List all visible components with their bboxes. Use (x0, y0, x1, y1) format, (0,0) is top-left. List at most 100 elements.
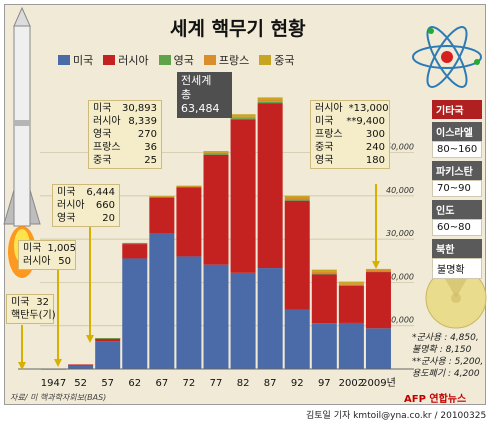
x-tick-label: 2002 (339, 378, 364, 389)
legend-swatch (103, 55, 116, 65)
callout-row: 러시아 8,339 (93, 115, 157, 128)
bar-segment (284, 309, 310, 369)
rocket-icon (3, 6, 41, 278)
callout-country: 러시아 (23, 256, 51, 267)
footnote-1a: *군사용 : 4,850, (412, 333, 479, 343)
callout-country: 미국 (315, 116, 334, 127)
y-tick-label: 10,000 (386, 316, 414, 325)
callout-value: 240 (365, 142, 385, 153)
callout-country: 미국 (57, 187, 76, 198)
x-tick-label: 77 (210, 378, 223, 389)
other-country-india: 인도 60~80 (432, 200, 482, 236)
callout-1967: 미국 30,893 러시아 8,339 영국 270 프랑스 36 중국 25 (88, 100, 162, 169)
bar-segment (311, 273, 337, 275)
callout-country: 중국 (93, 155, 112, 166)
bar-segment (176, 256, 202, 369)
legend-item: 영국 (158, 52, 194, 68)
callout-country: 러시아 (93, 116, 121, 127)
callout-row: 러시아 50 (23, 255, 71, 268)
bar-segment (203, 153, 229, 155)
x-tick-label: 97 (318, 378, 331, 389)
legend-item: 프랑스 (203, 52, 250, 68)
agency-logo: AFP 연합뉴스 (404, 394, 467, 405)
bar-segment (311, 271, 337, 274)
bar-segment (257, 101, 283, 104)
x-tick-label: 67 (155, 378, 168, 389)
bar-segment (230, 116, 256, 119)
legend-label: 미국 (73, 54, 94, 67)
bar-segment (230, 114, 256, 117)
other-countries-panel: 기타국 이스라엘 80~160 파키스탄 70~90 인도 60~80 북한 불… (432, 100, 482, 279)
legend-swatch (203, 55, 216, 65)
bar-segment (338, 283, 364, 285)
callout-value: **9,400 (346, 116, 385, 127)
x-tick-label: 62 (128, 378, 141, 389)
bar-segment (284, 200, 310, 310)
callout-country: 영국 (93, 129, 112, 140)
bar-segment (203, 154, 229, 265)
callout-row: 미국 6,444 (57, 186, 115, 199)
callout-row: 러시아 660 (57, 199, 115, 212)
other-country-israel: 이스라엘 80~160 (432, 122, 482, 158)
callout-country: 러시아 (57, 200, 85, 211)
callout-value: 180 (365, 155, 385, 166)
legend-label: 러시아 (118, 54, 149, 67)
callout-1952: 미국 1,005 러시아 50 (18, 240, 76, 270)
bar-segment (95, 341, 121, 369)
bar-segment (149, 197, 175, 234)
x-tick-label: 82 (237, 378, 250, 389)
callout-value: 25 (144, 155, 157, 166)
bar-segment (365, 328, 391, 369)
other-country-name: 인도 (432, 200, 482, 219)
y-tick-label: 30,000 (386, 229, 414, 238)
bar-segment (122, 258, 148, 369)
callout-row: 핵탄두(기) (11, 309, 56, 322)
bar-segment (365, 268, 391, 270)
other-country-name: 이스라엘 (432, 122, 482, 141)
callout-arrows (18, 184, 380, 370)
bar-segment (365, 272, 391, 329)
bar-segment (311, 269, 337, 272)
callout-row: 러시아 *13,000 (315, 102, 389, 115)
bar-segment (338, 281, 364, 284)
legend-item: 러시아 (103, 52, 149, 68)
callout-country: 중국 (315, 142, 334, 153)
y-tick-labels: 10,000 20,000 30,000 40,000 50,000 (386, 143, 414, 325)
bar-segment (284, 195, 310, 198)
callout-country: 영국 (315, 155, 334, 166)
legend-label: 프랑스 (218, 54, 250, 67)
callout-row: 중국 240 (315, 141, 385, 154)
chart-legend: 미국 러시아 영국 프랑스 중국 (58, 52, 295, 68)
chart-title: 세계 핵무기 현황 (170, 18, 306, 40)
callout-1957: 미국 6,444 러시아 660 영국 20 (52, 184, 120, 227)
callout-country: 미국 (23, 243, 42, 254)
bar-segment (230, 272, 256, 369)
callout-country: 러시아 (315, 103, 343, 114)
other-country-value: 불명확 (432, 258, 482, 279)
callout-country: 미국 (93, 103, 112, 114)
callout-row: 프랑스 36 (93, 141, 157, 154)
callout-row: 미국 1,005 (23, 242, 76, 255)
bars (41, 97, 391, 370)
legend-label: 영국 (173, 54, 194, 67)
footnote-2a: **군사용 : 5,200, (412, 357, 484, 367)
x-tick-label: 72 (183, 378, 196, 389)
x-tick-label: 92 (291, 378, 304, 389)
x-tick-label: 1947 (41, 378, 66, 389)
world-total-line2: 총 63,484 (181, 88, 220, 115)
other-country-north-korea: 북한 불명확 (432, 239, 482, 279)
bar-segment (122, 242, 148, 245)
legend-swatch (259, 55, 272, 65)
world-total-line1: 전세계 (181, 74, 212, 87)
footnote-1b: 불명확 : 8,150 (412, 345, 472, 355)
callout-row: 프랑스 300 (315, 128, 385, 141)
callout-value: 1,005 (47, 243, 77, 254)
callout-value: 50 (58, 256, 71, 267)
bar-segment (284, 199, 310, 201)
bar-segment (203, 264, 229, 369)
bar-segment (176, 186, 202, 188)
callout-value: 32 (36, 297, 49, 308)
